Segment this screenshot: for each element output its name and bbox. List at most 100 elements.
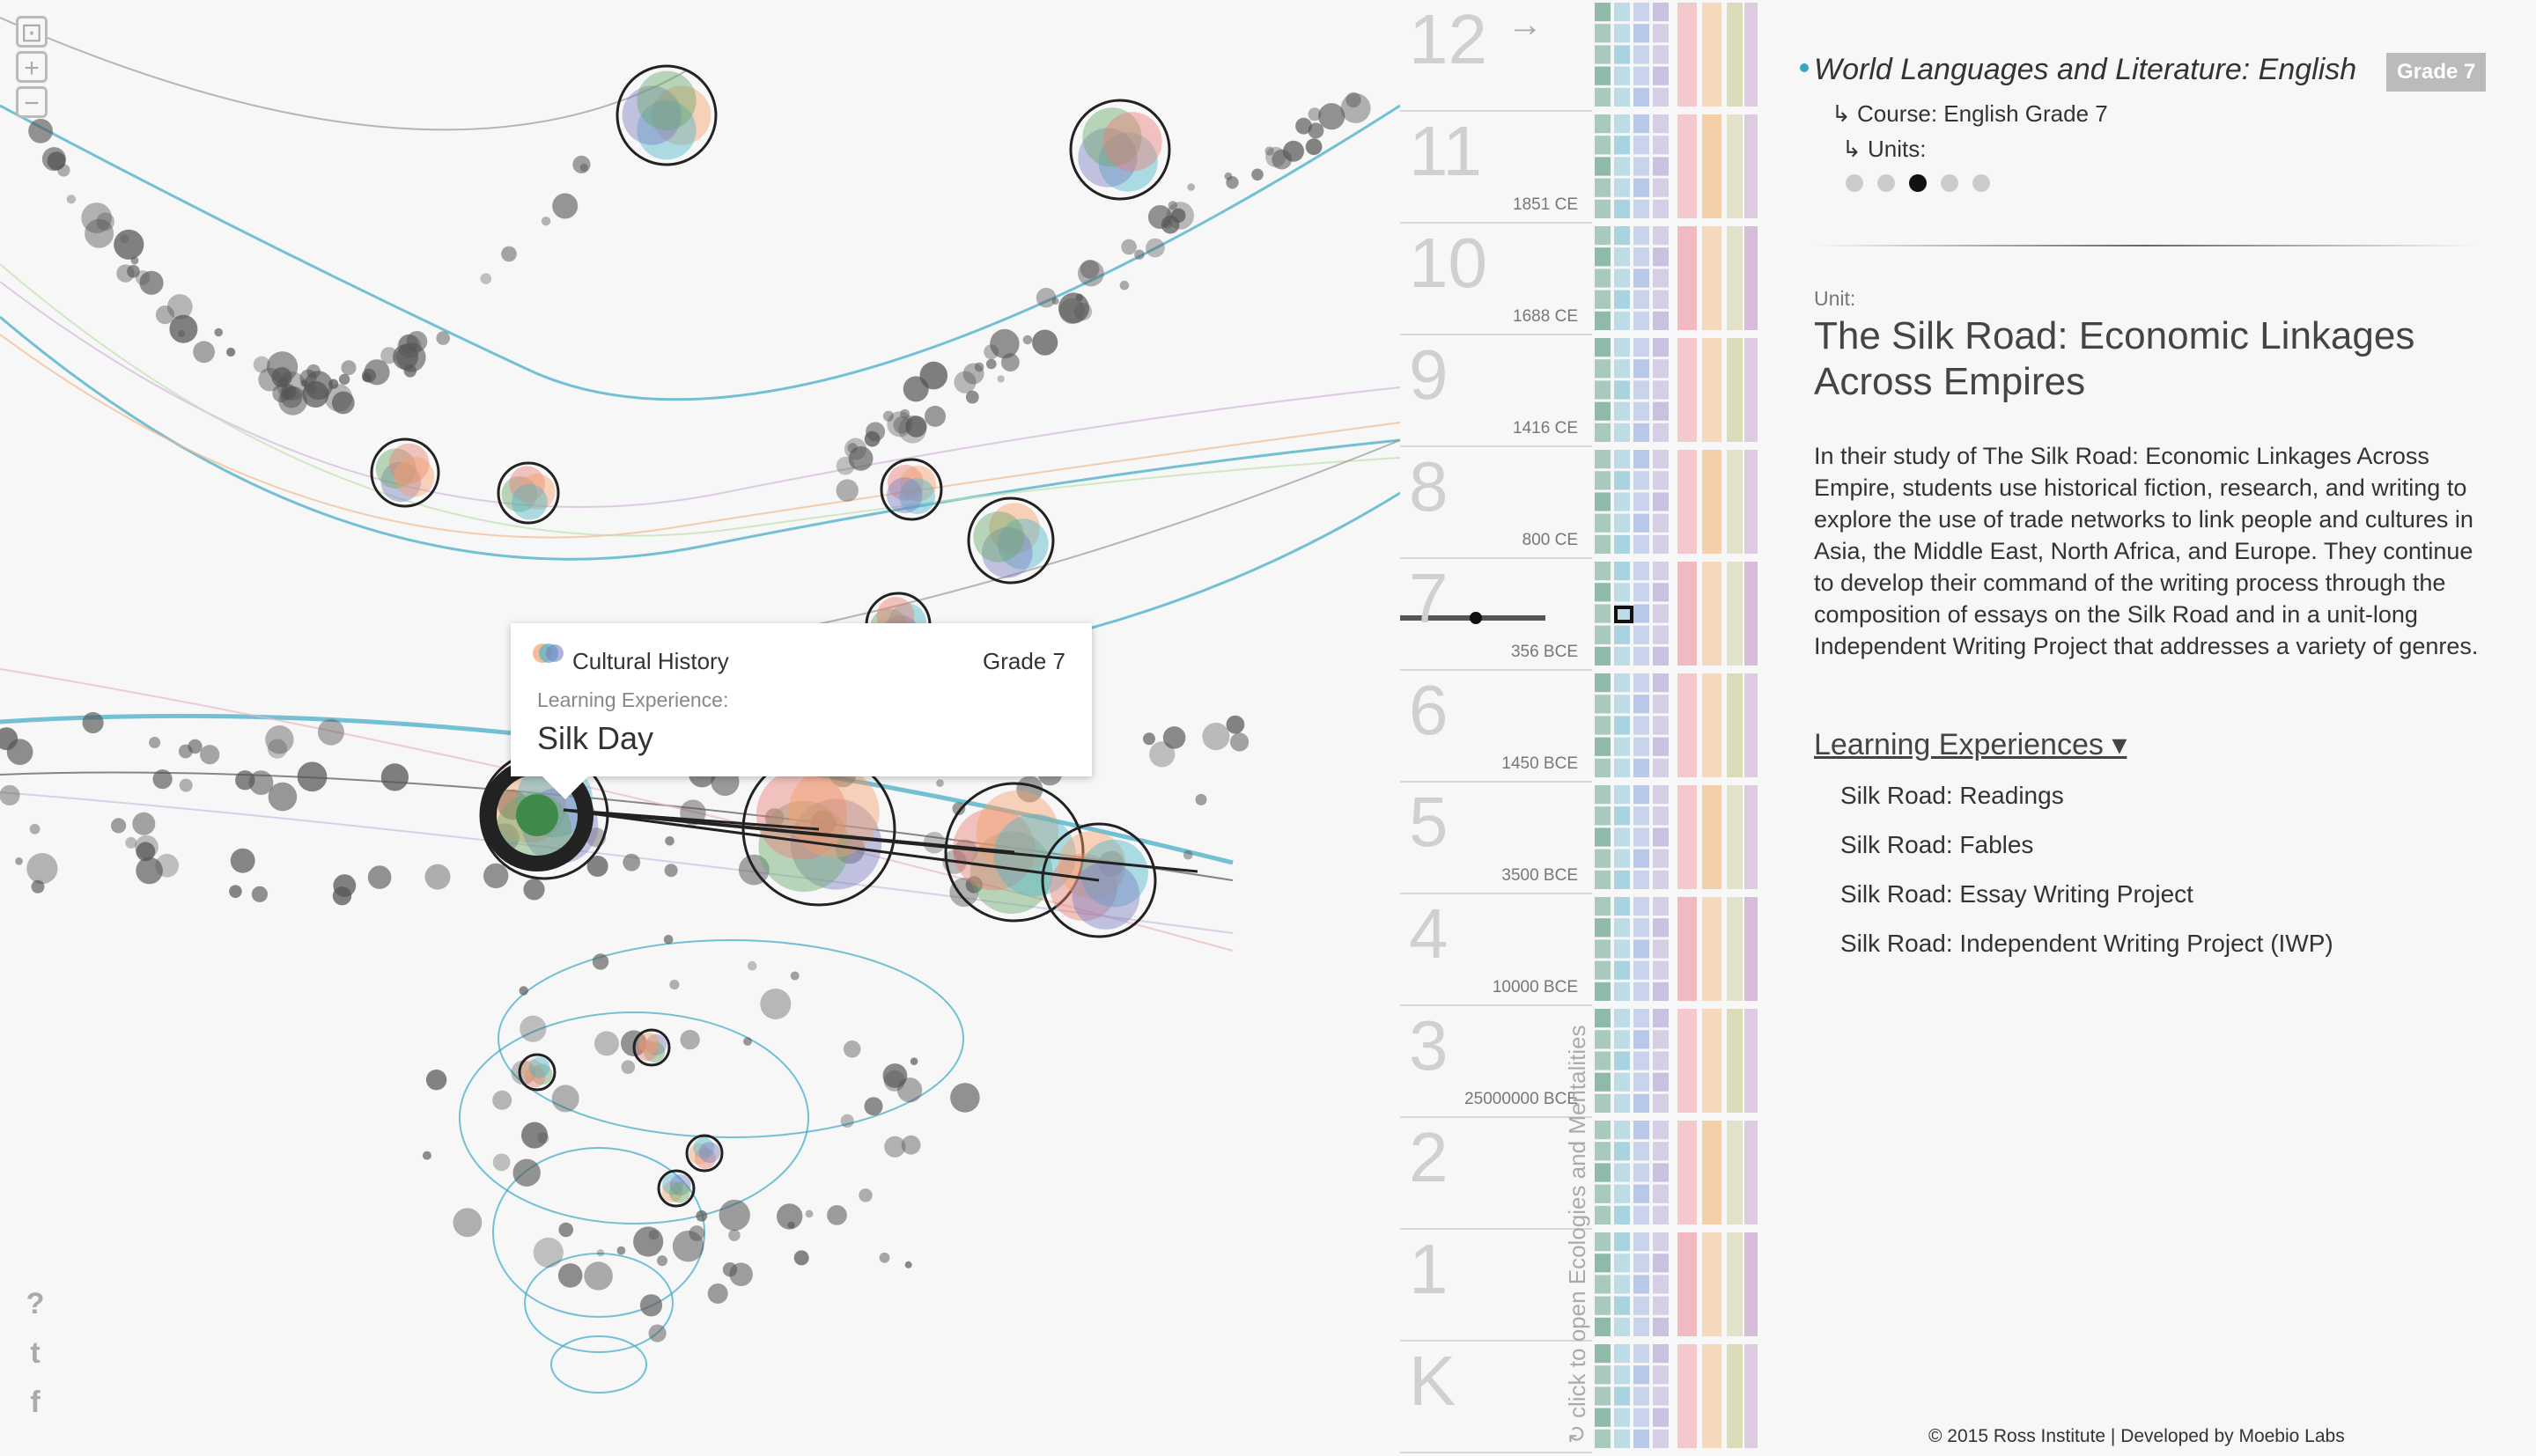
grade-strip[interactable]: [1614, 716, 1630, 735]
grade-strip[interactable]: [1744, 1232, 1758, 1336]
grade-strip[interactable]: [1653, 1205, 1669, 1224]
grade-strip[interactable]: [1653, 157, 1669, 176]
grade-strip[interactable]: [1614, 3, 1630, 22]
grade-strip[interactable]: [1595, 513, 1611, 533]
grade-strip[interactable]: [1653, 1121, 1669, 1140]
grade-strip[interactable]: [1595, 737, 1611, 756]
grade-strip[interactable]: [1633, 359, 1649, 379]
grade-row[interactable]: 1: [1400, 1230, 1592, 1342]
grade-strip[interactable]: [1614, 513, 1630, 533]
grade-strip[interactable]: [1595, 45, 1611, 64]
grade-strip[interactable]: [1595, 450, 1611, 469]
grade-strip[interactable]: [1595, 1184, 1611, 1203]
grade-strip[interactable]: [1727, 1232, 1743, 1336]
grade-strip[interactable]: [1633, 849, 1649, 868]
grade-strip[interactable]: [1633, 1030, 1649, 1049]
grade-strip[interactable]: [1595, 359, 1611, 379]
grade-strip[interactable]: [1614, 290, 1630, 309]
grade-strip[interactable]: [1595, 1142, 1611, 1161]
unit-dot[interactable]: [1941, 174, 1958, 192]
grade-strip[interactable]: [1614, 1275, 1630, 1294]
grade-strip[interactable]: [1614, 87, 1630, 107]
grade-strip[interactable]: [1614, 1163, 1630, 1182]
grade-strip[interactable]: [1727, 1009, 1743, 1113]
grade-strip[interactable]: [1614, 1093, 1630, 1113]
grade-strip[interactable]: [1633, 401, 1649, 421]
grade-strip[interactable]: [1653, 982, 1669, 1001]
grade-strip[interactable]: [1727, 785, 1743, 889]
grade-strip[interactable]: [1653, 1163, 1669, 1182]
learning-experiences-toggle[interactable]: Learning Experiences ▾: [1814, 728, 2127, 761]
grade-strip[interactable]: [1595, 1030, 1611, 1049]
grade-strip[interactable]: [1633, 1093, 1649, 1113]
grade-strip[interactable]: [1727, 114, 1743, 218]
grade-strip[interactable]: [1633, 1344, 1649, 1364]
grade-strip[interactable]: [1633, 1275, 1649, 1294]
arrow-right-icon[interactable]: →: [1508, 5, 1543, 44]
grade-strip[interactable]: [1633, 1386, 1649, 1406]
grade-strip[interactable]: [1614, 1232, 1630, 1252]
grade-strip[interactable]: [1633, 24, 1649, 43]
grade-strip[interactable]: [1633, 1365, 1649, 1385]
unit-dot[interactable]: [1846, 174, 1863, 192]
grade-strip[interactable]: [1614, 673, 1630, 693]
grade-strip[interactable]: [1614, 646, 1630, 665]
grade-strip[interactable]: [1595, 87, 1611, 107]
grade-strip[interactable]: [1595, 136, 1611, 155]
grade-row[interactable]: 6 1450 BCE: [1400, 671, 1592, 783]
grade-strip[interactable]: [1653, 199, 1669, 218]
grade-strip[interactable]: [1614, 268, 1630, 288]
grade-strip[interactable]: [1633, 1163, 1649, 1182]
grade-strip[interactable]: [1595, 897, 1611, 916]
grade-strip[interactable]: [1595, 1365, 1611, 1385]
grade-strip[interactable]: [1614, 806, 1630, 826]
grade-strip[interactable]: [1653, 1296, 1669, 1315]
grade-strip[interactable]: [1677, 1009, 1697, 1113]
grade-strip[interactable]: [1633, 1408, 1649, 1427]
grade-strip[interactable]: [1595, 1386, 1611, 1406]
grade-strip[interactable]: [1633, 87, 1649, 107]
grade-strip[interactable]: [1614, 1121, 1630, 1140]
grade-strip[interactable]: [1653, 897, 1669, 916]
grade-strip[interactable]: [1744, 897, 1758, 1001]
grade-strip[interactable]: [1633, 380, 1649, 400]
grade-strip[interactable]: [1727, 673, 1743, 777]
grade-slider-handle[interactable]: [1470, 612, 1482, 624]
grade-strip[interactable]: [1614, 136, 1630, 155]
grade-strip[interactable]: [1595, 758, 1611, 777]
grade-strip[interactable]: [1677, 450, 1697, 554]
grade-strip[interactable]: [1614, 178, 1630, 197]
grade-strip[interactable]: [1744, 3, 1758, 107]
grade-strip[interactable]: [1614, 226, 1630, 246]
fullscreen-icon[interactable]: ⊡: [16, 16, 48, 48]
grade-strip[interactable]: [1653, 45, 1669, 64]
grade-strip[interactable]: [1653, 827, 1669, 847]
grade-strip[interactable]: [1653, 359, 1669, 379]
grade-strip[interactable]: [1614, 1344, 1630, 1364]
grade-strip[interactable]: [1614, 1142, 1630, 1161]
grade-strip[interactable]: [1633, 268, 1649, 288]
grade-strip[interactable]: [1653, 583, 1669, 602]
grade-strip[interactable]: [1653, 1344, 1669, 1364]
grade-strip[interactable]: [1595, 1009, 1611, 1028]
grade-strip[interactable]: [1614, 423, 1630, 442]
grade-strip[interactable]: [1744, 1009, 1758, 1113]
grade-strip[interactable]: [1702, 562, 1721, 665]
grade-strip[interactable]: [1614, 199, 1630, 218]
grade-strip[interactable]: [1595, 583, 1611, 602]
grade-strip[interactable]: [1614, 785, 1630, 805]
grade-strip[interactable]: [1614, 625, 1630, 644]
grade-strip[interactable]: [1727, 226, 1743, 330]
grade-strip[interactable]: [1633, 247, 1649, 267]
grade-strip[interactable]: [1653, 646, 1669, 665]
course-link[interactable]: ↳ Course: English Grade 7: [1832, 100, 2108, 127]
grade-strip[interactable]: [1653, 1232, 1669, 1252]
grade-strip[interactable]: [1633, 562, 1649, 581]
unit-dot[interactable]: [1972, 174, 1990, 192]
grade-strip[interactable]: [1653, 939, 1669, 959]
grade-row[interactable]: 7 356 BCE: [1400, 559, 1592, 671]
grade-strip[interactable]: [1633, 806, 1649, 826]
grade-strip[interactable]: [1595, 1275, 1611, 1294]
grade-strip[interactable]: [1653, 1317, 1669, 1336]
grade-strip[interactable]: [1653, 24, 1669, 43]
